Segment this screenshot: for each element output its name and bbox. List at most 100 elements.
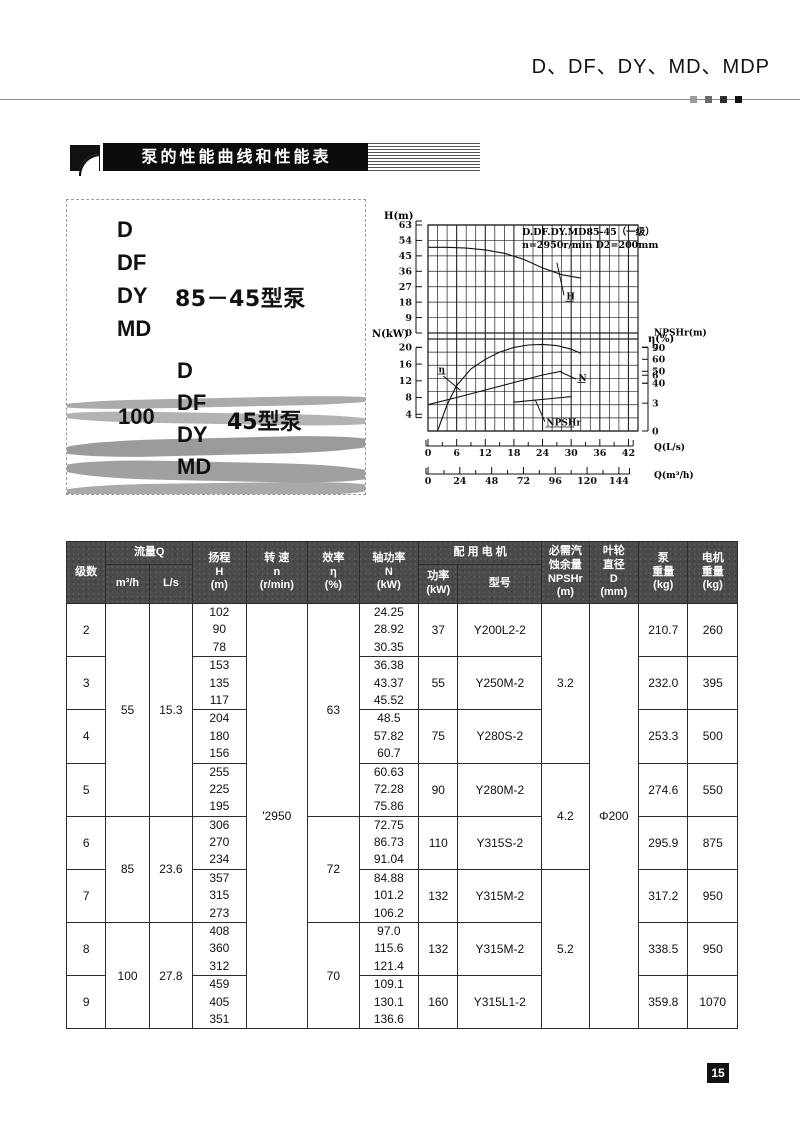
cell-line: 160 xyxy=(428,995,449,1010)
axis-label-flow-ls: Q(L/s) xyxy=(654,442,685,453)
cell-line: 357 xyxy=(209,870,230,885)
cell-line: 306 xyxy=(209,817,230,832)
cell-impeller-diameter: Φ200 xyxy=(588,602,640,1030)
cell-line: 405 xyxy=(209,994,230,1009)
decor-square-icon xyxy=(735,96,742,103)
cell-line: 459 xyxy=(209,977,230,992)
cell-efficiency: 70 xyxy=(307,922,360,1030)
cell-motor-weight: 1070 xyxy=(687,975,738,1030)
col-header-flow-ls: L/s xyxy=(148,564,194,604)
chart-tick-label: 144 xyxy=(609,476,629,487)
cell-pump-weight: 295.9 xyxy=(638,815,689,870)
axis-label-flow-m3h: Q(m³/h) xyxy=(654,470,694,481)
chart-tick-label: 24 xyxy=(536,448,550,459)
cell-line: 6 xyxy=(82,835,90,850)
cell-line: 132 xyxy=(428,888,449,903)
cell-line: 90 xyxy=(212,622,226,637)
cell-power: 48.5 57.82 60.7 xyxy=(358,709,420,764)
col-header-impeller-line4: (mm) xyxy=(600,586,628,599)
cell-motor-model: Y315L1-2 xyxy=(457,975,543,1030)
cell-efficiency: 63 xyxy=(307,603,360,817)
cell-line: 500 xyxy=(702,729,723,744)
cell-line: 135 xyxy=(209,675,230,690)
curve-label-efficiency: η xyxy=(439,365,446,375)
performance-chart-svg: H(m) N(kW) η(%) NPSHr(m) Q(L/s) Q(m³/h) … xyxy=(372,211,707,487)
performance-table: 级数 流量Q 扬程 H (m) 转 速 n (r/min) 效率 η (%) 轴… xyxy=(65,541,738,1030)
cell-pump-weight: 338.5 xyxy=(638,922,689,977)
chart-tick-label: 40 xyxy=(652,379,666,390)
page-number: 15 xyxy=(707,1063,729,1083)
cell-line: Y250M-2 xyxy=(475,676,525,691)
cell-line: 84.88 xyxy=(373,870,404,885)
cell-motor-weight: 260 xyxy=(687,602,738,658)
col-header-pump-weight-line2: 重量 xyxy=(652,565,675,578)
col-header-flow-group: 流量Q xyxy=(105,541,194,565)
chart-tick-label: 6 xyxy=(453,448,460,459)
cell-line: 1070 xyxy=(699,995,727,1010)
col-header-motor-model: 型号 xyxy=(457,564,543,604)
cell-line: 102 xyxy=(209,605,230,619)
cell-head: 459 405 351 xyxy=(192,975,247,1030)
col-header-efficiency-unit: (%) xyxy=(324,579,342,592)
cell-line: 234 xyxy=(209,852,230,867)
cell-line: 106.2 xyxy=(373,905,404,920)
chart-tick-label: 0 xyxy=(405,328,412,339)
col-header-efficiency-symbol: η xyxy=(329,565,337,578)
cell-line: 60.7 xyxy=(377,746,401,761)
cell-line: 55 xyxy=(431,676,445,691)
chart-tick-label: 4 xyxy=(405,409,412,420)
chart-tick-label: 0 xyxy=(425,448,432,459)
cell-stage: 3 xyxy=(65,656,107,711)
cell-head: 153 135 117 xyxy=(192,656,247,711)
cell-motor-power: 110 xyxy=(418,815,459,870)
cell-motor-model: Y315M-2 xyxy=(457,868,543,924)
col-header-impeller-line2: 直径 xyxy=(602,558,625,571)
model-label-45: 45型泵 xyxy=(227,410,302,435)
cell-npshr: 3.2 xyxy=(541,603,590,764)
cell-line: 395 xyxy=(702,676,723,691)
cell-motor-power: 90 xyxy=(418,762,459,817)
illustration-panel: D DF DY MD 85－45型泵 100 D DF DY MD 45型泵 xyxy=(66,199,366,495)
model-number-100: 100 xyxy=(118,404,155,429)
chart-tick-label: 50 xyxy=(652,367,666,378)
col-header-power: 轴功率 N (kW) xyxy=(358,541,420,604)
cell-line: 130.1 xyxy=(373,994,404,1009)
decor-wave xyxy=(67,480,365,494)
chart-tick-label: 6 xyxy=(652,371,659,382)
cell-motor-weight: 950 xyxy=(687,868,738,924)
table-row: 7 357 315 273 84.88 101.2 106.2 132 Y315M-2 5.2 31… xyxy=(65,868,738,1030)
cell-line: 132 xyxy=(428,942,449,957)
cell-line: 55 xyxy=(120,702,135,717)
cell-head: 357 315 273 xyxy=(192,868,247,924)
col-header-head: 扬程 H (m) xyxy=(192,541,247,604)
cell-line: 70 xyxy=(326,968,341,983)
chart-tick-label: 96 xyxy=(549,476,563,487)
cell-stage: 9 xyxy=(65,975,107,1030)
cell-line: 4 xyxy=(82,729,90,744)
cell-line: 338.5 xyxy=(648,942,679,957)
chart-tick-label: 45 xyxy=(399,251,412,262)
col-header-npshr-line4: (m) xyxy=(556,586,574,599)
series-label-d: D xyxy=(177,358,193,383)
cell-line: 97.0 xyxy=(377,924,401,939)
cell-line: 85 xyxy=(120,862,135,877)
page-header: D、DF、DY、MD、MDP xyxy=(0,0,800,110)
table-header: 级数 流量Q 扬程 H (m) 转 速 n (r/min) 效率 η (%) 轴… xyxy=(65,541,738,604)
cell-line: 110 xyxy=(428,835,448,850)
cell-line: 210.7 xyxy=(648,623,679,638)
chart-tick-label: 60 xyxy=(652,355,666,366)
cell-motor-power: 132 xyxy=(418,868,459,924)
table-row: 5 255 225 195 60.63 72.28 75.86 90 Y280M-2 4.2 274… xyxy=(65,762,738,870)
chart-tick-label: 3 xyxy=(652,399,659,410)
cell-line: 273 xyxy=(209,905,230,920)
decor-wave xyxy=(67,458,365,485)
table-header-row-1: 级数 流量Q 扬程 H (m) 转 速 n (r/min) 效率 η (%) 轴… xyxy=(65,541,738,604)
curve-label-head: H xyxy=(566,293,575,303)
chart-tick-label: 120 xyxy=(577,476,597,487)
cell-line: 86.73 xyxy=(373,835,404,850)
cell-motor-model: Y250M-2 xyxy=(457,656,543,711)
col-header-pump-weight-line1: 泵 xyxy=(657,551,669,564)
cell-line: 5.2 xyxy=(557,942,574,957)
col-header-npshr-line2: 蚀余量 xyxy=(548,558,582,571)
cell-motor-power: 160 xyxy=(418,975,459,1030)
